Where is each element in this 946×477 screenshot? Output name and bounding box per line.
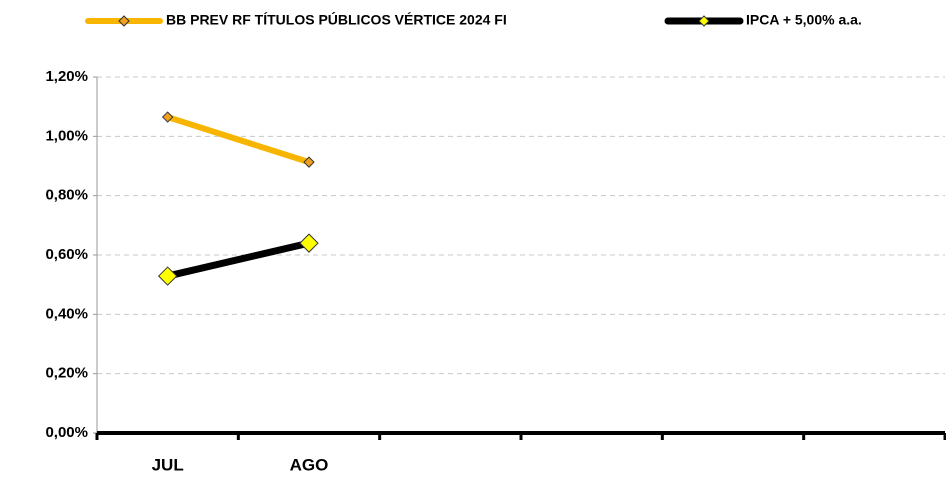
legend-label: BB PREV RF TÍTULOS PÚBLICOS VÉRTICE 2024…	[166, 11, 507, 28]
series-line	[164, 239, 313, 280]
point-marker	[299, 233, 319, 253]
point-marker	[161, 111, 174, 123]
point-marker	[157, 266, 178, 286]
x-tick-label: AGO	[290, 455, 329, 474]
legend-marker	[698, 15, 710, 27]
y-tick-label: 0,40%	[45, 305, 88, 322]
y-tick-label: 0,60%	[45, 246, 88, 263]
y-tick-label: 0,80%	[45, 187, 88, 204]
y-tick-label: 1,00%	[45, 127, 88, 144]
x-tick-label: JUL	[152, 455, 184, 474]
y-tick-label: 0,00%	[45, 424, 88, 441]
y-tick-label: 0,20%	[45, 365, 88, 382]
legend-label: IPCA + 5,00% a.a.	[746, 12, 862, 28]
point-marker	[303, 156, 315, 168]
y-tick-label: 1,20%	[45, 68, 88, 85]
series-line	[164, 114, 312, 166]
legend-marker	[118, 15, 130, 27]
